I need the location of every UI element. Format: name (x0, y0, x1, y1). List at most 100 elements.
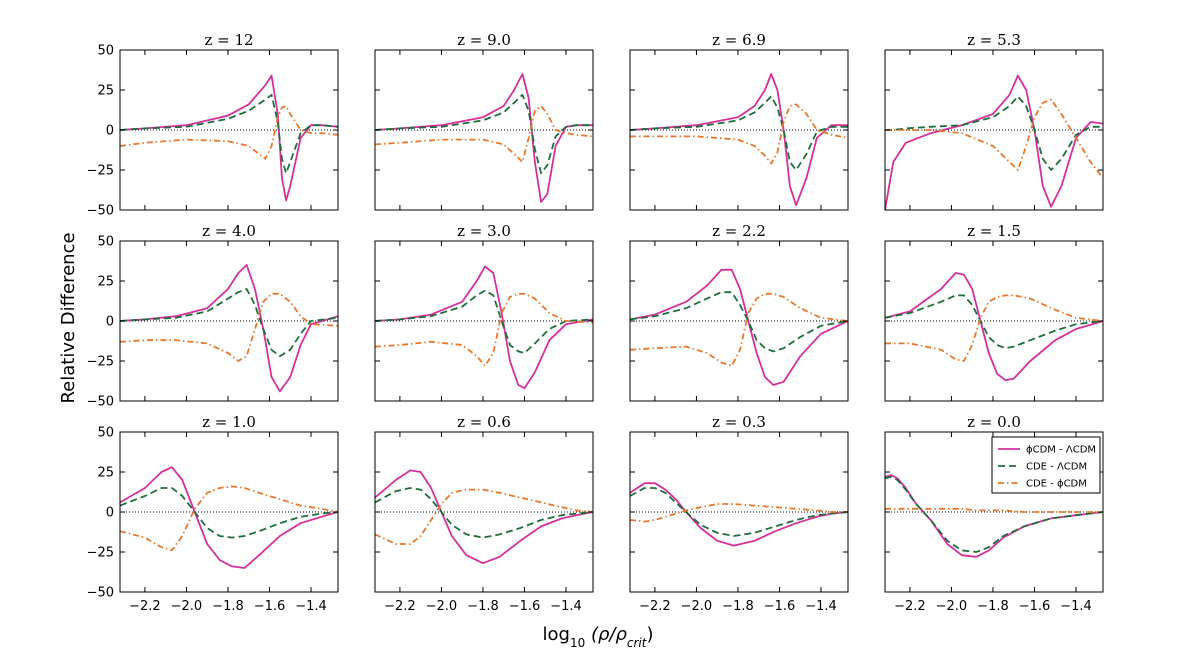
x-tick-label: −1.6 (764, 599, 796, 614)
y-tick-label: −50 (87, 204, 114, 219)
x-tick-label: −1.8 (722, 599, 754, 614)
series-line-2 (375, 289, 593, 354)
panels-group: 50 25 0 −25 −50 z = 12 z = 9.0 z = 6.9 z = 5.3 50… (87, 31, 1104, 614)
panel-title: z = 0.6 (457, 413, 511, 431)
panel-title: z = 9.0 (457, 31, 511, 49)
series-line-3 (120, 105, 338, 160)
y-tick-label: 50 (97, 235, 114, 250)
x-axis-label: log10 (ρ/ρcrit) (542, 624, 653, 650)
series-line-1 (375, 469, 593, 565)
x-tick-label: −2.0 (426, 599, 458, 614)
panel-title: z = 2.2 (712, 222, 766, 240)
series-line-3 (120, 292, 338, 362)
series-line-2 (885, 95, 1103, 171)
series-line-3 (630, 103, 848, 165)
x-label-expr-sub: crit (627, 636, 648, 650)
panel-title: z = 1.5 (967, 222, 1021, 240)
series-line-1 (120, 264, 338, 393)
legend-box (991, 436, 1101, 494)
x-tick-label: −1.4 (805, 599, 837, 614)
panel-title: z = 6.9 (712, 31, 766, 49)
y-tick-label: 50 (97, 426, 114, 441)
series-line-3 (885, 98, 1103, 179)
x-tick-label: −1.6 (509, 599, 541, 614)
series-line-1 (120, 466, 338, 569)
legend: ϕCDM - ΛCDM CDE - ΛCDM CDE - ϕCDM (991, 436, 1101, 494)
y-tick-label: −25 (87, 164, 114, 179)
x-tick-label: −1.8 (977, 599, 1009, 614)
x-tick-label: −2.0 (171, 599, 203, 614)
series-line-2 (885, 475, 1103, 553)
panel-title: z = 5.3 (967, 31, 1021, 49)
series-line-2 (120, 288, 338, 358)
x-label-log-sub: 10 (570, 636, 585, 650)
series-line-2 (375, 93, 593, 175)
legend-label-3: CDE - ϕCDM (1026, 479, 1087, 490)
panel-10: −2.2 −2.0 −1.8 −1.6 −1.4 z = 0.6 (374, 413, 594, 614)
series-line-2 (630, 95, 848, 171)
series-line-1 (375, 73, 593, 203)
x-tick-label: −1.6 (254, 599, 286, 614)
panel-12: −2.2 −2.0 −1.8 −1.6 −1.4 z = 0.0 (884, 413, 1104, 614)
series-line-3 (630, 292, 848, 367)
panel-4: z = 5.3 (884, 31, 1104, 211)
panel-11: −2.2 −2.0 −1.8 −1.6 −1.4 z = 0.3 (629, 413, 849, 614)
series-line-2 (630, 487, 848, 537)
panel-3: z = 6.9 (629, 31, 849, 211)
panel-7: z = 2.2 (629, 222, 849, 402)
series-line-3 (375, 105, 593, 163)
series-line-3 (375, 292, 593, 367)
series-line-1 (120, 74, 338, 202)
y-tick-label: 0 (106, 124, 114, 139)
y-tick-label: 25 (97, 466, 114, 481)
legend-label-1: ϕCDM - ΛCDM (1026, 445, 1096, 456)
legend-label-2: CDE - ΛCDM (1026, 462, 1087, 473)
panel-title: z = 0.3 (712, 413, 766, 431)
x-tick-label: −1.6 (1019, 599, 1051, 614)
y-tick-label: 0 (106, 315, 114, 330)
series-line-1 (885, 272, 1103, 382)
series-line-2 (630, 291, 848, 353)
panel-9: −2.2 −2.0 −1.8 −1.6 −1.4 50 25 0 −25 −50 z = 1.0 (87, 413, 339, 614)
panel-5: 50 25 0 −25 −50 z = 4.0 (87, 222, 339, 410)
y-tick-label: −25 (87, 355, 114, 370)
panel-title: z = 3.0 (457, 222, 511, 240)
x-tick-label: −2.2 (894, 599, 926, 614)
y-tick-label: 0 (106, 506, 114, 521)
panel-title: z = 12 (204, 31, 253, 49)
series-line-1 (885, 474, 1103, 558)
series-line-1 (630, 73, 848, 207)
panel-title: z = 1.0 (202, 413, 256, 431)
series-line-2 (885, 294, 1103, 350)
series-line-3 (885, 507, 1103, 513)
x-label-expr: (ρ/ρ (585, 624, 627, 645)
x-tick-label: −2.2 (639, 599, 671, 614)
y-axis-label: Relative Difference (58, 232, 79, 403)
x-label-log: log (542, 624, 569, 645)
series-line-2 (120, 93, 338, 175)
series-line-1 (630, 268, 848, 386)
x-tick-label: −1.4 (295, 599, 327, 614)
panel-title: z = 4.0 (202, 222, 256, 240)
x-tick-label: −1.4 (550, 599, 582, 614)
x-tick-label: −2.2 (129, 599, 161, 614)
series-line-2 (375, 487, 593, 539)
panel-8: z = 1.5 (884, 222, 1104, 402)
panel-2: z = 9.0 (374, 31, 594, 211)
x-tick-label: −1.8 (467, 599, 499, 614)
x-tick-label: −2.0 (936, 599, 968, 614)
y-tick-label: 25 (97, 275, 114, 290)
x-tick-label: −2.2 (384, 599, 416, 614)
series-line-1 (375, 265, 593, 390)
series-line-1 (630, 482, 848, 547)
series-line-3 (630, 503, 848, 523)
panel-title: z = 0.0 (967, 413, 1021, 431)
y-tick-label: −50 (87, 586, 114, 601)
series-line-1 (885, 74, 1103, 210)
x-tick-label: −1.4 (1060, 599, 1092, 614)
series-line-2 (120, 487, 338, 539)
x-tick-label: −2.0 (681, 599, 713, 614)
x-label-expr-end: ) (646, 624, 653, 645)
y-tick-label: −25 (87, 546, 114, 561)
